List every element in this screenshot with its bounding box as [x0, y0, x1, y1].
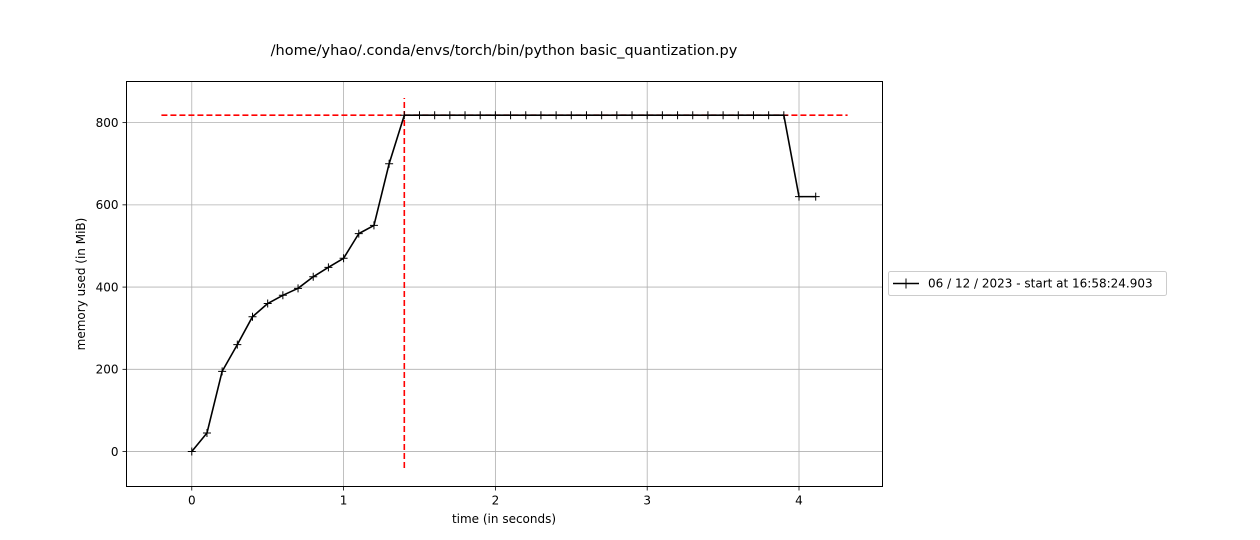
data-point-marker — [233, 340, 242, 349]
data-point-marker — [612, 111, 621, 120]
data-point-marker — [430, 111, 439, 120]
plot-area-frame — [126, 81, 883, 487]
data-point-marker — [628, 111, 637, 120]
chart-title: /home/yhao/.conda/envs/torch/bin/python … — [271, 43, 738, 59]
data-point-marker — [703, 111, 712, 120]
data-point-marker — [385, 159, 394, 168]
data-point-marker — [719, 111, 728, 120]
y-tick-label: 600 — [96, 198, 119, 212]
data-point-marker — [415, 111, 424, 120]
data-point-marker — [339, 254, 348, 263]
data-point-marker — [324, 263, 333, 272]
data-point-marker — [491, 111, 500, 120]
data-point-marker — [218, 367, 227, 376]
data-point-marker — [309, 272, 318, 281]
data-point-marker — [445, 111, 454, 120]
data-point-marker — [552, 111, 561, 120]
data-point-marker — [248, 312, 257, 321]
data-point-marker — [734, 111, 743, 120]
y-tick-label: 200 — [96, 363, 119, 377]
data-point-marker — [521, 111, 530, 120]
x-tick-label: 0 — [188, 494, 196, 508]
data-point-marker — [688, 111, 697, 120]
x-axis-label: time (in seconds) — [452, 512, 556, 526]
grid — [126, 81, 883, 487]
data-point-marker — [749, 111, 758, 120]
data-point-marker — [369, 221, 378, 230]
data-point-marker — [476, 111, 485, 120]
data-point-marker — [643, 111, 652, 120]
y-tick-label: 400 — [96, 280, 119, 294]
data-point-marker — [187, 447, 196, 456]
data-point-marker — [795, 192, 804, 201]
legend-marker-plus — [901, 278, 911, 289]
data-point-marker — [294, 284, 303, 293]
legend-box — [888, 271, 1167, 296]
series-layer — [187, 111, 820, 456]
x-tick-label: 4 — [795, 494, 803, 508]
data-point-marker — [567, 111, 576, 120]
data-point-marker — [582, 111, 591, 120]
axis-ticks: 0 1 2 3 4 0 200 400 600 800 — [96, 116, 803, 508]
data-point-marker — [461, 111, 470, 120]
legend: 06 / 12 / 2023 - start at 16:58:24.903 — [888, 271, 1167, 296]
data-point-marker — [673, 111, 682, 120]
data-point-marker — [506, 111, 515, 120]
data-point-marker — [202, 429, 211, 438]
data-point-marker — [536, 111, 545, 120]
data-point-marker — [354, 229, 363, 238]
data-point-marker — [658, 111, 667, 120]
data-point-marker — [278, 291, 287, 300]
data-point-marker — [779, 111, 788, 120]
y-tick-label: 800 — [96, 116, 119, 130]
y-axis-label: memory used (in MiB) — [74, 218, 88, 351]
data-point-marker — [263, 299, 272, 308]
x-tick-label: 2 — [492, 494, 500, 508]
data-point-marker — [764, 111, 773, 120]
data-point-marker — [400, 111, 409, 120]
data-point-marker — [811, 192, 820, 201]
x-tick-label: 1 — [340, 494, 348, 508]
legend-series-label: 06 / 12 / 2023 - start at 16:58:24.903 — [928, 277, 1153, 291]
x-tick-label: 3 — [643, 494, 651, 508]
y-tick-label: 0 — [111, 445, 119, 459]
data-point-marker — [597, 111, 606, 120]
